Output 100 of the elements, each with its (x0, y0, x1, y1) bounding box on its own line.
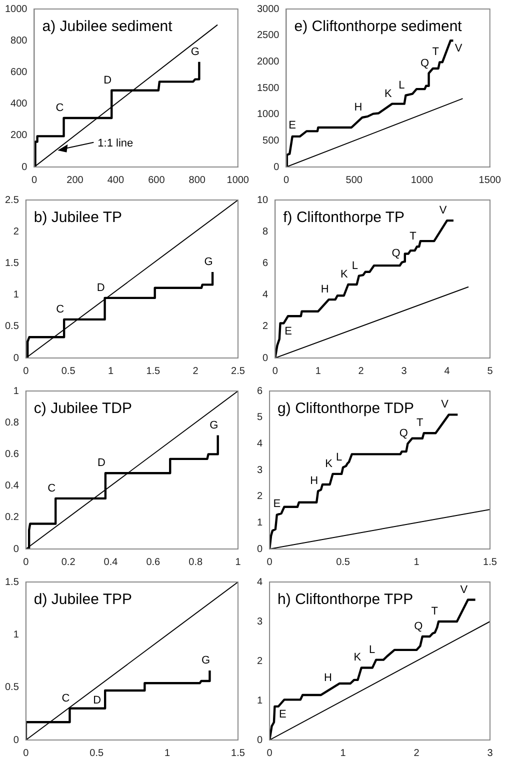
text: e) Cliftonthorpe sediment (294, 18, 463, 35)
y-tick-label: 0 (257, 734, 263, 746)
x-tick-label: 1 (108, 366, 114, 377)
x-tick-label: 0.2 (61, 556, 76, 568)
y-tick-label: 0.5 (4, 682, 20, 694)
y-tick-label: 2 (257, 656, 263, 667)
y-tick-label: 0 (274, 162, 280, 173)
y-tick-label: 0 (262, 352, 269, 364)
annotation: H (320, 284, 329, 296)
annotation: K (325, 458, 334, 470)
x-tick-label: 1 (164, 748, 171, 759)
annotation: E (288, 119, 296, 132)
annotation: Q (399, 428, 408, 440)
y-tick-label: 2 (262, 321, 269, 332)
y-tick-label: 0.4 (4, 480, 20, 492)
x-tick-label: 800 (188, 174, 206, 186)
y-tick-label: 1 (257, 517, 263, 528)
y-tick-label: 6 (257, 386, 263, 397)
annotation: G (201, 654, 210, 667)
annotation: E (284, 325, 292, 338)
x-tick-label: 1000 (410, 174, 434, 186)
annotation: T (432, 46, 440, 58)
annotation: L (398, 79, 405, 92)
x-tick-label: 1 (235, 556, 242, 568)
x-tick-label: 0.8 (188, 556, 203, 568)
annotation: L (336, 451, 342, 464)
x-tick-label: 2 (192, 366, 199, 377)
y-tick-label: 4 (257, 576, 263, 588)
y-tick-label: 3 (257, 616, 263, 628)
annotation: D (104, 74, 112, 86)
x-tick-label: 0.5 (90, 748, 104, 759)
annotation: H (354, 102, 362, 114)
annotation: D (97, 457, 106, 470)
x-tick-label: 400 (107, 174, 124, 186)
annotation: T (410, 230, 417, 243)
y-tick-label: 0 (22, 162, 28, 173)
annotation: C (56, 102, 64, 114)
annotation: V (454, 42, 463, 55)
annotation: D (96, 282, 105, 294)
x-tick-label: 2 (414, 748, 420, 759)
x-tick-label: 1.5 (483, 556, 498, 568)
y-tick-label: 0.5 (4, 321, 20, 332)
y-tick-label: 3 (257, 464, 263, 476)
annotation: E (279, 708, 286, 720)
annotation: K (384, 88, 392, 100)
text: b) Jubilee TP (34, 209, 122, 226)
x-tick-label: 5 (487, 366, 494, 377)
x-tick-label: 0.5 (336, 556, 350, 568)
y-tick-label: 2000 (256, 56, 280, 68)
annotation: K (354, 652, 362, 664)
x-tick-label: 1 (340, 748, 346, 759)
x-tick-label: 0.5 (61, 366, 76, 377)
y-tick-label: 1000 (256, 109, 280, 120)
y-tick-label: 1 (13, 290, 20, 301)
y-tick-label: 1000 (4, 4, 28, 15)
x-tick-label: 1 (315, 366, 322, 377)
y-tick-label: 0 (13, 544, 20, 555)
x-tick-label: 2 (358, 366, 364, 377)
y-tick-label: 1 (13, 386, 20, 397)
text: c) Jubilee TDP (34, 400, 132, 417)
y-tick-label: 1500 (256, 82, 280, 94)
y-tick-label: 800 (10, 35, 28, 46)
annotation: L (352, 260, 358, 272)
annotation: L (369, 644, 376, 656)
y-tick-label: 0.2 (4, 512, 20, 524)
x-tick-label: 1 (414, 556, 420, 568)
annotation: G (204, 256, 213, 268)
annotation: V (441, 398, 450, 411)
annotation: Q (392, 248, 401, 260)
x-tick-label: 0.6 (146, 556, 161, 568)
y-tick-label: 1.5 (4, 258, 20, 269)
annotation: E (273, 498, 281, 510)
x-tick-label: 1000 (226, 174, 250, 186)
annotation: C (62, 692, 70, 704)
y-tick-label: 0 (257, 544, 263, 555)
y-tick-label: 2 (13, 226, 20, 238)
y-tick-label: 5 (257, 412, 263, 424)
text: f) Cliftonthorpe TP (283, 209, 405, 226)
text: h) Cliftonthorpe TPP (278, 591, 414, 608)
y-tick-label: 0 (13, 352, 20, 364)
annotation: T (431, 606, 438, 618)
y-tick-label: 0.8 (4, 417, 20, 428)
x-tick-label: 0 (283, 174, 290, 186)
annotation: C (48, 482, 56, 494)
y-tick-label: 4 (257, 438, 263, 450)
y-tick-label: 0 (13, 734, 20, 746)
x-tick-label: 4 (444, 366, 450, 377)
y-tick-label: 2500 (256, 30, 280, 42)
annotation: K (340, 268, 349, 281)
x-tick-label: 1500 (478, 174, 502, 186)
annotation: D (93, 694, 102, 706)
annotation: V (439, 204, 448, 217)
y-tick-label: 2 (257, 491, 263, 502)
y-tick-label: 4 (262, 290, 269, 301)
x-tick-label: 0.4 (104, 556, 118, 568)
y-tick-label: 10 (257, 194, 269, 206)
x-tick-label: 0 (31, 174, 38, 186)
text: g) Cliftonthorpe TDP (278, 400, 414, 417)
x-tick-label: 500 (346, 174, 363, 186)
text: d) Jubilee TPP (34, 591, 132, 608)
